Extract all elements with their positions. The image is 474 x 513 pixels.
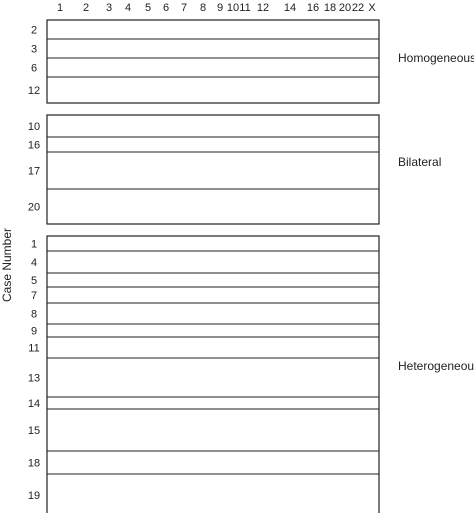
column-label: 4 [125, 2, 131, 14]
case-row [46, 286, 380, 304]
case-label: 10 [28, 121, 40, 133]
case-row [46, 473, 380, 513]
case-row [46, 272, 380, 288]
case-label: 9 [31, 326, 37, 338]
column-label: 5 [145, 2, 151, 14]
case-row [46, 136, 380, 153]
case-label: 8 [31, 309, 37, 321]
case-label: 16 [28, 140, 40, 152]
case-label: 12 [28, 85, 40, 97]
case-row [46, 114, 380, 138]
case-row [46, 57, 380, 78]
column-label: 1 [57, 2, 63, 14]
case-label: 15 [28, 425, 40, 437]
case-label: 17 [28, 166, 40, 178]
group-frame [46, 114, 380, 225]
group-label: Heterogeneous [398, 359, 474, 373]
case-row [46, 323, 380, 338]
case-row [46, 450, 380, 475]
column-label: X [368, 2, 376, 14]
case-label: 2 [31, 25, 37, 37]
case-row [46, 235, 380, 252]
case-label: 7 [31, 290, 37, 302]
y-axis-label: Case Number [0, 228, 14, 302]
case-label: 13 [28, 373, 40, 385]
case-row [46, 336, 380, 359]
case-row [46, 250, 380, 274]
group-frame [46, 235, 380, 513]
row-border-layer [46, 19, 380, 513]
case-label: 6 [31, 63, 37, 75]
group-label: Bilateral [398, 155, 441, 169]
column-label: 8 [200, 2, 206, 14]
case-label: 5 [31, 275, 37, 287]
case-row [46, 396, 380, 410]
column-label: 22 [352, 2, 364, 14]
column-label: 12 [257, 2, 269, 14]
column-label: 14 [284, 2, 296, 14]
case-label: 4 [31, 257, 37, 269]
case-row [46, 357, 380, 398]
column-label: 16 [307, 2, 319, 14]
column-label: 10 [227, 2, 239, 14]
case-row [46, 38, 380, 59]
column-label: 18 [324, 2, 336, 14]
column-label: 11 [239, 2, 250, 14]
column-label: 20 [339, 2, 351, 14]
group-label: Homogeneous [398, 51, 474, 65]
group-frame [46, 19, 380, 104]
column-label: 6 [163, 2, 169, 14]
case-label: 3 [31, 44, 37, 56]
case-row [46, 408, 380, 452]
label-layer: 1 2 3 4 5 6 7 8 9 10 11 12 14 16 18 20 22 X23612Homogeneo… [28, 2, 474, 502]
column-label: 3 [106, 2, 112, 14]
case-label: 19 [28, 490, 40, 502]
case-label: 18 [28, 458, 40, 470]
case-row [46, 76, 380, 104]
case-row [46, 302, 380, 325]
column-label: 7 [181, 2, 187, 14]
case-label: 20 [28, 202, 40, 214]
column-label: 9 [217, 2, 223, 14]
case-row [46, 151, 380, 190]
case-label: 11 [28, 343, 39, 355]
case-row [46, 19, 380, 40]
case-label: 14 [28, 398, 40, 410]
case-row [46, 188, 380, 225]
case-label: 1 [31, 239, 37, 251]
column-label: 2 [83, 2, 89, 14]
